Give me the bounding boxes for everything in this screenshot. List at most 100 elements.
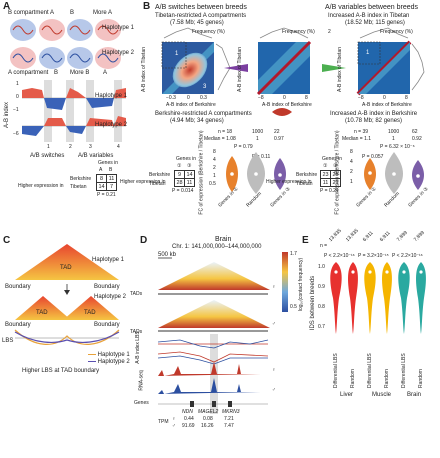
a-top-label: More A bbox=[93, 10, 113, 16]
c-legend-hap2-label: Haplotype 2 bbox=[97, 359, 130, 365]
b-hm2-title: Increased A-B index in Tibetan bbox=[328, 13, 410, 19]
b-cell: 11 bbox=[320, 178, 331, 187]
d-rna-label: RNA-seq bbox=[138, 370, 145, 391]
b-xtick: −8 bbox=[258, 95, 264, 101]
b-v1-med: 1 bbox=[256, 136, 259, 142]
c-hap2: Haplotype 2 bbox=[94, 294, 127, 300]
d-tpm-f: 0.44 bbox=[184, 416, 194, 422]
b-v2-n: 62 bbox=[412, 129, 418, 135]
e-p-value: P < 2.2×10⁻¹⁶ bbox=[392, 253, 423, 259]
b-v2-n: 1000 bbox=[388, 129, 400, 135]
b-violins-2 bbox=[364, 152, 424, 194]
c-boundary-4: Boundary bbox=[94, 322, 120, 328]
b-hm3-sub: (4.94 Mb; 34 genes) bbox=[170, 118, 224, 124]
d-gene: NDN bbox=[182, 409, 193, 415]
e-violin bbox=[330, 262, 342, 334]
d-colorbar bbox=[282, 252, 288, 312]
b-xaxis-2: A-B index of Berkshire bbox=[262, 102, 312, 108]
e-tissue: Brain bbox=[407, 392, 422, 398]
a-cell: 8 bbox=[96, 174, 107, 183]
e-violin bbox=[348, 262, 358, 334]
d-ab-label: A-B index LBS bbox=[134, 331, 141, 364]
d-tpm-sex-m: ♂ bbox=[172, 423, 176, 429]
b-cell: 25 bbox=[330, 170, 341, 179]
e-n-value: 6,911 bbox=[378, 230, 392, 243]
e-category: Differential LBS bbox=[333, 353, 339, 388]
e-category: Random bbox=[418, 369, 424, 388]
b-v2-med: 0.92 bbox=[412, 136, 422, 142]
e-n-value: 7,899 bbox=[412, 229, 426, 243]
d-tads-1: TADs bbox=[130, 291, 143, 297]
b-v2-ytick: 8 bbox=[350, 149, 353, 155]
e-n-value: 13,835 bbox=[344, 227, 360, 243]
panel-c-letter: C bbox=[3, 235, 11, 246]
b-cell: 23 bbox=[320, 170, 331, 179]
b-pval-1: P = 0.014 bbox=[172, 188, 194, 194]
b-col-head: ③ bbox=[187, 163, 192, 169]
b-circ-1: 1 bbox=[175, 51, 179, 57]
panel-e-letter: E bbox=[302, 235, 309, 246]
d-tpm-sex-f: ♀ bbox=[172, 416, 176, 422]
b-violins-1 bbox=[226, 152, 286, 194]
a-bottom-label: B bbox=[54, 70, 59, 76]
e-n-label: n = bbox=[320, 243, 328, 249]
b-xtick: 0 bbox=[187, 95, 190, 101]
a-variables-label: A/B variables bbox=[78, 153, 114, 159]
b-density-heatmaps: 1 3 1 bbox=[161, 27, 425, 116]
d-tpm-f: 0.08 bbox=[203, 416, 213, 422]
a-cell: 11 bbox=[106, 174, 117, 183]
d-sex-m-2: ♂ bbox=[272, 387, 276, 393]
b-v1-ytick: 4 bbox=[213, 157, 216, 163]
panel-d-letter: D bbox=[140, 235, 148, 246]
a-marker: 1 bbox=[47, 144, 50, 150]
ab-index-tracks bbox=[22, 80, 126, 142]
d-sex-f-2: ♀ bbox=[272, 367, 276, 373]
e-ytick: 1.0 bbox=[318, 264, 325, 270]
e-violin-plot bbox=[330, 262, 426, 334]
d-tpm-label: TPM bbox=[158, 419, 169, 425]
a-marker: 2 bbox=[69, 144, 72, 150]
a-ytick: −6 bbox=[13, 131, 19, 137]
b-row-head: Berkshire bbox=[149, 172, 171, 178]
e-violin-median bbox=[368, 270, 372, 274]
d-cbar-tick: 0.5 bbox=[290, 304, 297, 310]
a-pval: P = 0.21 bbox=[97, 192, 116, 198]
b-cell: 11 bbox=[184, 178, 195, 187]
panel-a-letter: A bbox=[3, 1, 11, 12]
a-hap2-label: Haplotype 2 bbox=[102, 50, 135, 56]
e-violin-median bbox=[385, 270, 389, 274]
a-track-hap1: Haplotype 1 bbox=[95, 93, 128, 99]
b-right-title: A/B variables between breeds bbox=[325, 4, 418, 11]
c-legend-hap1: Haplotype 1 bbox=[88, 352, 130, 358]
d-genes-label: Genes bbox=[134, 400, 149, 406]
a-ytick: 0 bbox=[16, 94, 19, 100]
d-scale: 500 kb bbox=[158, 252, 177, 258]
c-legend-hap1-label: Haplotype 1 bbox=[97, 352, 130, 358]
e-violin-median bbox=[351, 270, 355, 274]
b-v1-ptop: P = 0.79 bbox=[234, 144, 253, 150]
b-xaxis-3: A-B index of Berkshire bbox=[362, 102, 412, 108]
panel-b-letter: B bbox=[143, 1, 151, 12]
b-hm1-sub: (7.58 Mb; 45 genes) bbox=[170, 20, 224, 26]
d-sex-f-1: ♀ bbox=[272, 284, 276, 290]
e-violin-median bbox=[419, 270, 423, 274]
a-top-label: A bbox=[50, 10, 55, 16]
c-boundary-3: Boundary bbox=[5, 322, 31, 328]
b-cell: 28 bbox=[174, 178, 185, 187]
b-yaxis-2: A-B index of Tibetan bbox=[237, 46, 244, 93]
e-n-value: 13,835 bbox=[327, 227, 343, 243]
e-p-value: P < 2.2×10⁻¹⁶ bbox=[324, 253, 355, 259]
d-sex-m-1: ♂ bbox=[272, 321, 276, 327]
b-v1-ytick: 2 bbox=[213, 165, 216, 171]
b-hm4-title: Increased A-B index in Berkshire bbox=[330, 111, 418, 117]
c-tad-schematic bbox=[14, 244, 120, 345]
b-xtick: 0.3 bbox=[200, 95, 207, 101]
b-freq-label-2: Frequency (%) bbox=[282, 29, 315, 35]
b-cell: 21 bbox=[330, 178, 341, 187]
d-title: Brain bbox=[215, 236, 232, 243]
d-tpm-m: 16.26 bbox=[201, 423, 214, 429]
a-ytick: −1 bbox=[13, 107, 19, 113]
b-v1-med: 0.97 bbox=[274, 136, 284, 142]
b-v2-med: 1 bbox=[392, 136, 395, 142]
b-v1-n: n = 18 bbox=[218, 129, 233, 135]
